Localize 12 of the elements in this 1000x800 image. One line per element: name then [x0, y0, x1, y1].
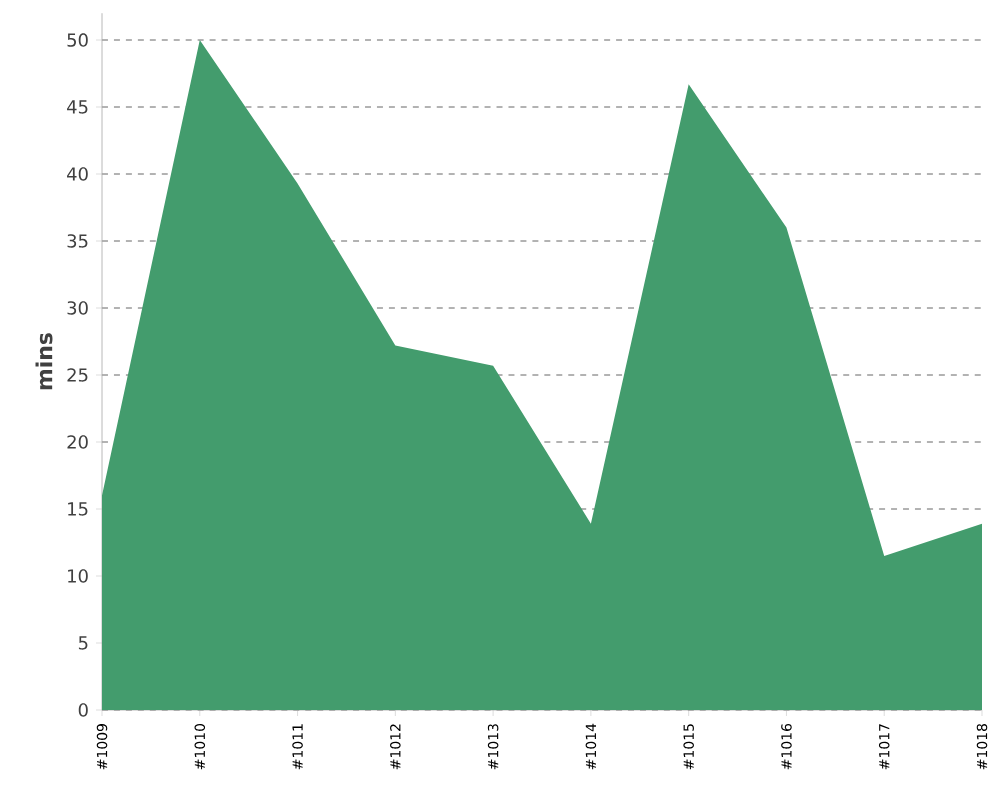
y-tick-label: 30	[67, 301, 88, 315]
y-axis-title: mins	[35, 333, 53, 390]
y-tick-label: 25	[67, 368, 88, 382]
y-tick-label: 50	[67, 33, 88, 47]
y-tick-label: 15	[68, 502, 88, 516]
y-tick-label: 0	[78, 703, 88, 717]
y-tick-label: 45	[67, 100, 88, 114]
y-tick-label: 5	[78, 636, 88, 650]
y-tick-label: 40	[67, 167, 88, 181]
y-tick-label: 20	[67, 435, 88, 449]
y-tick-label: 35	[67, 234, 88, 248]
y-tick-label: 10	[68, 569, 88, 583]
